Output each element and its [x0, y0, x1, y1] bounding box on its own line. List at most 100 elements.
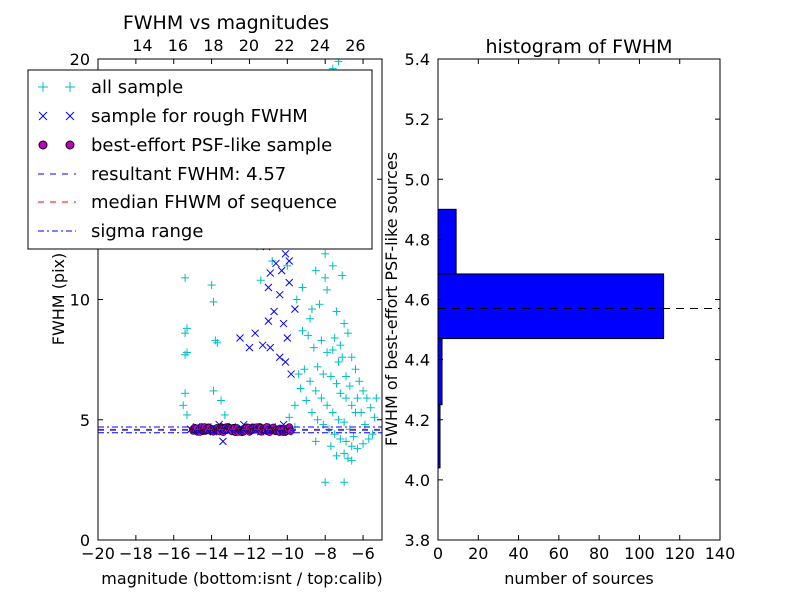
scatter-point-rough-sample	[283, 334, 292, 342]
histogram-panel: histogram of FWHM 0 20 40 60 80 100 120 140 3.8 4…	[382, 36, 735, 588]
legend-marker-plus	[38, 82, 75, 92]
scatter-point-all-sample	[338, 271, 347, 280]
histogram-y-tick-label: 4.4	[405, 351, 430, 370]
scatter-point-all-sample	[323, 401, 332, 410]
scatter-point-all-sample	[181, 329, 190, 338]
scatter-point-all-sample	[321, 273, 330, 282]
scatter-point-all-sample	[334, 59, 343, 66]
scatter-point-all-sample	[326, 442, 335, 451]
legend-label-resultant-fwhm: resultant FWHM: 4.57	[91, 164, 286, 185]
scatter-top-x-tick-label: 22	[274, 36, 294, 55]
scatter-point-rough-sample	[275, 353, 284, 362]
legend-entry-resultant-fwhm: resultant FWHM: 4.57	[38, 164, 286, 185]
histogram-y-tick-label: 5.0	[405, 170, 430, 189]
scatter-panel: FWHM vs magnitudes −20 −18 −16 −14 −12 −10 −8−…	[49, 12, 383, 588]
scatter-point-all-sample	[315, 300, 324, 309]
scatter-top-x-tick-label: 20	[239, 36, 259, 55]
scatter-point-all-sample	[319, 370, 328, 379]
scatter-point-rough-sample	[258, 341, 267, 350]
scatter-x-tick-label: −14	[195, 544, 229, 563]
scatter-point-all-sample	[209, 386, 218, 395]
legend-entry-median-fwhm: median FHWM of sequence	[38, 192, 337, 213]
scatter-top-x-tick-label: 14	[132, 36, 152, 55]
scatter-point-all-sample	[330, 430, 339, 439]
scatter-point-all-sample	[311, 266, 320, 275]
scatter-y-tick-label: 0	[80, 531, 90, 550]
scatter-point-all-sample	[311, 386, 320, 395]
scatter-point-all-sample	[311, 437, 320, 446]
legend-label-all-sample: all sample	[91, 77, 183, 98]
scatter-point-rough-sample	[285, 257, 294, 265]
scatter-point-all-sample	[362, 394, 371, 403]
histogram-x-tick-label: 100	[624, 544, 655, 563]
scatter-point-all-sample	[306, 377, 315, 386]
legend-label-rough-sample: sample for rough FWHM	[91, 106, 308, 127]
scatter-point-all-sample	[326, 372, 335, 381]
scatter-point-all-sample	[268, 257, 277, 266]
histogram-x-tick-label: 80	[589, 544, 609, 563]
scatter-point-all-sample	[179, 401, 188, 410]
scatter-point-all-sample	[298, 326, 307, 335]
legend-marker-x	[38, 111, 75, 121]
legend-entry-rough-sample: sample for rough FWHM	[38, 106, 308, 127]
histogram-ticks: 0 20 40 60 80 100 120 140 3.8 4.0 4.2 4.4 4.6 4.8 5.0 5…	[405, 50, 736, 563]
scatter-point-rough-sample	[281, 358, 290, 366]
scatter-point-all-sample	[353, 444, 362, 453]
scatter-point-rough-sample	[279, 319, 288, 328]
scatter-point-all-sample	[323, 348, 332, 357]
scatter-point-all-sample	[292, 295, 301, 304]
scatter-point-all-sample	[359, 386, 368, 395]
scatter-x-tick-label: −12	[233, 544, 267, 563]
scatter-point-all-sample	[182, 324, 191, 333]
scatter-point-all-sample	[207, 281, 216, 290]
scatter-point-all-sample	[256, 276, 265, 285]
scatter-point-all-sample	[347, 353, 356, 362]
histogram-y-tick-label: 4.0	[405, 471, 430, 490]
scatter-point-all-sample	[304, 331, 313, 340]
legend-entry-sigma-range: sigma range	[38, 221, 203, 242]
scatter-point-all-sample	[313, 362, 322, 371]
histogram-y-tick-label: 4.2	[405, 411, 430, 430]
scatter-point-all-sample	[366, 403, 375, 412]
scatter-point-all-sample	[302, 396, 311, 405]
scatter-point-all-sample	[343, 329, 352, 338]
scatter-point-all-sample	[347, 442, 356, 451]
scatter-point-rough-sample	[285, 278, 294, 287]
scatter-point-all-sample	[220, 410, 229, 419]
scatter-point-all-sample	[347, 401, 356, 410]
histogram-bar	[437, 208, 457, 275]
scatter-point-all-sample	[342, 394, 351, 403]
scatter-point-all-sample	[372, 394, 381, 403]
scatter-point-rough-sample	[281, 249, 290, 258]
scatter-point-all-sample	[307, 408, 316, 417]
scatter-point-all-sample	[328, 261, 337, 270]
scatter-x-tick-label: −16	[157, 544, 191, 563]
scatter-point-all-sample	[217, 396, 226, 405]
scatter-point-all-sample	[181, 350, 190, 359]
legend-entry-psf-sample: best-effort PSF-like sample	[38, 135, 332, 156]
histogram-bar	[437, 273, 665, 340]
histogram-y-tick-label: 4.8	[405, 230, 430, 249]
scatter-point-all-sample	[342, 372, 351, 381]
scatter-point-all-sample	[209, 297, 218, 306]
histogram-plot-area	[437, 208, 720, 469]
scatter-point-all-sample	[340, 449, 349, 458]
scatter-point-all-sample	[182, 410, 191, 419]
scatter-point-all-sample	[317, 336, 326, 345]
scatter-point-rough-sample	[264, 317, 273, 325]
histogram-y-tick-label: 5.4	[405, 50, 430, 69]
scatter-point-rough-sample	[236, 334, 244, 342]
scatter-point-all-sample	[330, 333, 339, 342]
scatter-point-rough-sample	[277, 266, 286, 275]
scatter-point-all-sample	[317, 394, 326, 403]
scatter-y-tick-label: 5	[80, 411, 90, 430]
scatter-point-all-sample	[290, 401, 299, 410]
scatter-point-all-sample	[309, 343, 318, 352]
scatter-x-tick-label: −8	[313, 544, 337, 563]
histogram-x-tick-label: 20	[468, 544, 488, 563]
scatter-point-all-sample	[351, 365, 360, 374]
scatter-point-all-sample	[342, 437, 351, 446]
scatter-point-all-sample	[355, 377, 364, 386]
scatter-point-rough-sample	[266, 269, 275, 277]
